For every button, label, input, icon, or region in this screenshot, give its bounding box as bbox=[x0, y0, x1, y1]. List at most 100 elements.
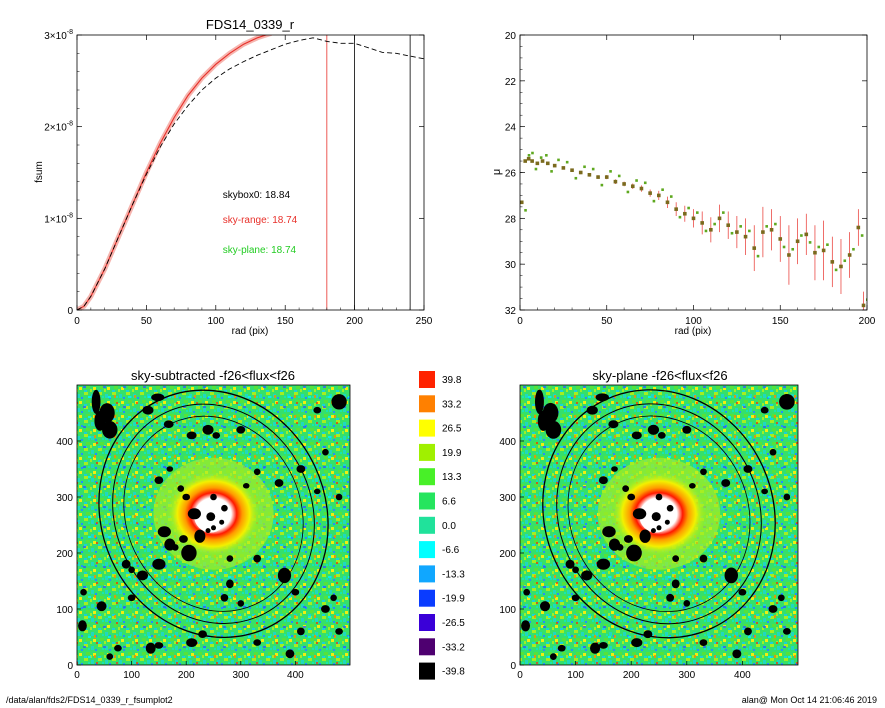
mu-point-alt bbox=[756, 254, 760, 258]
sky-plane-masked-source bbox=[631, 638, 643, 648]
sky-plane-ytick-label-1: 100 bbox=[499, 605, 516, 616]
mu-ytick-label-6: 32 bbox=[505, 306, 517, 317]
sky-subtracted-masked-source bbox=[297, 627, 305, 636]
sky-plane-masked-source bbox=[626, 544, 642, 562]
mu-point bbox=[813, 250, 817, 255]
sky-subtracted-aperture-0 bbox=[98, 389, 329, 639]
sky-plane-masked-source bbox=[616, 544, 624, 551]
sky-plane-title: sky-plane -f26<flux<f26 bbox=[592, 368, 727, 383]
colorbar-swatch-4 bbox=[419, 468, 435, 486]
skybox0-annotation: skybox0: 18.84 bbox=[223, 190, 291, 201]
sky-plane-masked-source bbox=[688, 482, 696, 489]
colorbar-label-1: 33.2 bbox=[442, 399, 462, 410]
fsum-xtick-label-0: 0 bbox=[74, 316, 80, 327]
sky-plane-masked-source bbox=[647, 424, 660, 435]
colorbar-label-10: -26.5 bbox=[442, 618, 465, 629]
mu-point bbox=[795, 239, 800, 244]
colorbar-swatch-6 bbox=[419, 516, 435, 534]
sky-subtracted-masked-source bbox=[253, 639, 262, 646]
mu-point-alt bbox=[600, 183, 604, 187]
mu-point bbox=[648, 191, 652, 195]
sky-plane-masked-source bbox=[534, 389, 544, 415]
sky-plane-masked-source bbox=[682, 425, 692, 434]
mu-point bbox=[587, 172, 592, 177]
sky-subtracted-masked-source bbox=[322, 448, 329, 456]
sky-subtracted-ytick-label-0: 0 bbox=[67, 661, 73, 672]
mu-point-alt bbox=[713, 222, 716, 226]
sky-subtracted-masked-source bbox=[291, 588, 300, 596]
mu-point bbox=[570, 168, 574, 173]
colorbar-label-11: -33.2 bbox=[442, 642, 465, 653]
sky-subtracted-masked-source bbox=[226, 579, 234, 589]
sky-subtracted-masked-source bbox=[285, 649, 295, 659]
fsum-xtick-label-4: 200 bbox=[346, 316, 363, 327]
mu-point-alt bbox=[669, 195, 673, 198]
sky-subtracted-center-mark bbox=[205, 528, 211, 534]
mu-xtick-label-3: 150 bbox=[772, 316, 789, 327]
sky-subtracted-masked-source bbox=[94, 410, 106, 431]
sky-plane-masked-source bbox=[611, 466, 618, 472]
sky-subtracted-ytick-label-4: 400 bbox=[56, 437, 73, 448]
mu-point-alt bbox=[626, 190, 630, 194]
mu-point-alt bbox=[574, 176, 578, 180]
sky-subtracted-masked-source bbox=[154, 476, 164, 485]
sky-subtracted-masked-source bbox=[127, 594, 136, 602]
sky-subtracted-masked-source bbox=[166, 466, 174, 472]
sky-plane-frame bbox=[519, 384, 799, 666]
sky-subtracted-xtick-label-2: 200 bbox=[178, 670, 195, 681]
sky-subtracted-center-mark bbox=[211, 525, 216, 531]
sky-subtracted-title: sky-subtracted -f26<flux<f26 bbox=[131, 368, 295, 383]
sky-plane-masked-source bbox=[557, 644, 566, 652]
mu-point-alt bbox=[527, 154, 531, 157]
fsum-axes: 0 50 100 150 200 250 0 1×10-8 2×10-8 3×10-8 bbox=[44, 29, 433, 327]
sky-subtracted-masked-source bbox=[78, 620, 87, 632]
colorbar-label-7: -6.6 bbox=[442, 545, 460, 556]
sky-plane-xtick-label-4: 400 bbox=[734, 670, 751, 681]
sky-plane-masked-source bbox=[521, 620, 531, 632]
sky-plane-axes: 0 100 200 300 400 0 100 200 300 400 bbox=[499, 437, 751, 681]
sky-subtracted-masked-source bbox=[206, 512, 216, 521]
sky-plane-masked-source bbox=[549, 653, 557, 660]
fsum-ytick-label-1: 1×10-8 bbox=[44, 212, 73, 225]
sky-subtracted-masked-source bbox=[212, 432, 221, 439]
fsum-plot-area bbox=[77, 35, 424, 310]
sky-plane-masked-source bbox=[799, 438, 808, 445]
sky-plane-masked-source bbox=[537, 410, 549, 431]
fsum-xtick-label-3: 150 bbox=[277, 316, 294, 327]
sky-plane-masked-source bbox=[732, 649, 742, 659]
sky-subtracted-masked-source bbox=[152, 558, 166, 570]
colorbar-swatch-10 bbox=[419, 614, 435, 631]
mu-point-alt bbox=[808, 241, 812, 244]
mu-point-alt bbox=[748, 229, 751, 233]
fsum-ytick-label-3: 3×10-8 bbox=[44, 29, 73, 42]
sky-subtracted-masked-source bbox=[186, 638, 198, 647]
sky-subtracted-masked-source bbox=[182, 493, 191, 501]
mu-point-alt bbox=[687, 206, 690, 210]
sky-subtracted-masked-source bbox=[157, 526, 171, 538]
colorbar-label-5: 6.6 bbox=[442, 497, 456, 508]
sky-subtracted-masked-source bbox=[181, 544, 197, 562]
sky-subtracted-center-mark bbox=[219, 519, 225, 525]
sky-plane-aperture-2 bbox=[567, 415, 751, 613]
mu-point-alt bbox=[834, 268, 838, 272]
sky-subtracted-masked-source bbox=[210, 493, 217, 501]
mu-point-alt bbox=[860, 234, 864, 237]
fsum-xlabel: rad (pix) bbox=[232, 326, 269, 337]
colorbar-swatch-12 bbox=[419, 662, 435, 680]
sky-plane-masked-source bbox=[598, 642, 608, 649]
mu-point bbox=[657, 193, 661, 198]
sky-subtracted-masked-source bbox=[236, 425, 246, 434]
sky-plane-masked-source bbox=[700, 468, 707, 476]
mu-point bbox=[622, 182, 626, 186]
colorbar-swatch-11 bbox=[419, 638, 435, 656]
sky-plane-masked-source bbox=[666, 593, 675, 602]
sky-plane-center-mark bbox=[656, 525, 662, 531]
mu-xlabel: rad (pix) bbox=[675, 326, 712, 337]
colorbar-label-9: -19.9 bbox=[442, 594, 465, 605]
mu-point-alt bbox=[661, 188, 664, 191]
fsum-frame bbox=[76, 34, 425, 311]
sky-plane-center-mark bbox=[664, 519, 670, 525]
mu-point bbox=[821, 248, 826, 253]
sky-subtracted-masked-source bbox=[335, 628, 343, 635]
mu-point-alt bbox=[643, 181, 647, 185]
